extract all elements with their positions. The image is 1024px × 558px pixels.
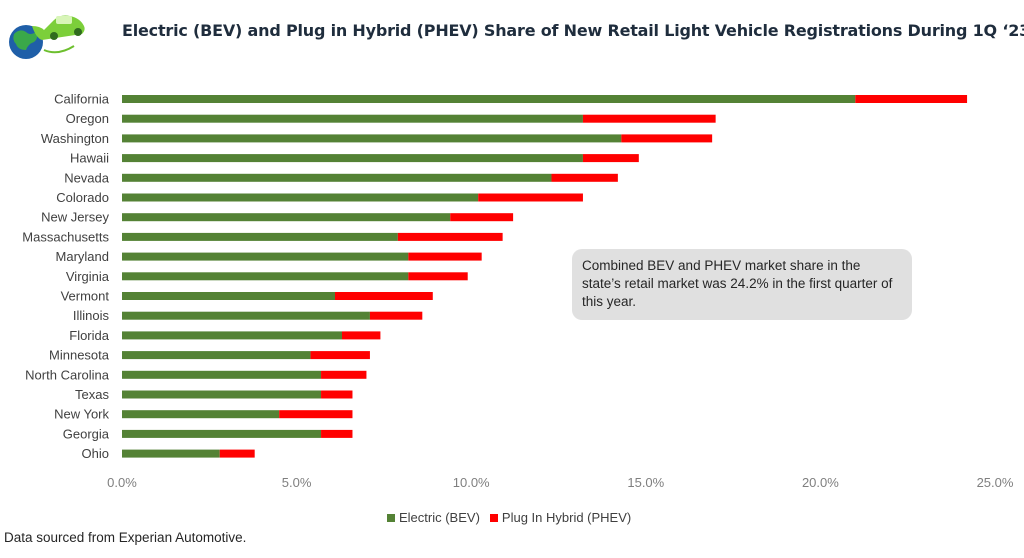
bar-bev [122,331,342,340]
x-tick-label: 5.0% [282,475,312,490]
bar-phev [310,351,370,360]
category-label: Washington [41,131,109,146]
bar-bev [122,252,409,261]
legend-swatch-bev [387,513,395,522]
bar-bev [122,232,398,241]
bar-bev [122,370,322,379]
bar-phev [408,252,482,261]
bar-phev [321,370,367,379]
category-label: Colorado [56,190,109,205]
source-note: Data sourced from Experian Automotive. [4,530,247,545]
bar-bev [122,154,583,163]
bar-bev [122,193,479,202]
bar-phev [321,390,353,399]
category-label: Maryland [56,249,109,264]
bar-phev [855,95,968,103]
category-label: Illinois [73,308,110,323]
x-tick-label: 0.0% [107,475,137,490]
chart-title: Electric (BEV) and Plug in Hybrid (PHEV)… [122,21,1024,40]
category-label: Minnesota [49,348,110,363]
bar-phev [369,311,423,320]
bar-bev [122,213,451,222]
legend-item-phev: Plug In Hybrid (PHEV) [489,510,632,525]
category-label: Georgia [63,426,110,441]
bar-phev [478,193,583,202]
category-label: California [54,92,110,107]
category-label: Vermont [61,289,110,304]
legend-item-bev: Electric (BEV) [387,510,480,525]
bar-phev [335,292,433,300]
category-label: Hawaii [70,151,109,166]
x-tick-label: 20.0% [802,475,839,490]
category-label: Nevada [64,170,110,185]
legend-label-bev: Electric (BEV) [399,510,480,525]
bar-chart: California Oregon Washington Hawaii Nevada Co… [22,92,1014,491]
x-tick-label: 10.0% [453,475,490,490]
bar-phev [582,114,716,123]
bar-phev [397,232,503,241]
electric-car-globe-icon [4,4,90,62]
category-label: New York [54,407,109,422]
bar-phev [341,331,381,340]
x-tick-label: 15.0% [627,475,664,490]
bar-bev [122,390,322,399]
category-label: Florida [69,328,110,343]
callout-note: Combined BEV and PHEV market share in th… [572,249,912,320]
bar-bev [122,114,583,123]
bar-bev [122,311,370,320]
bar-bev [122,292,336,300]
category-label: Massachusetts [22,229,109,244]
bar-phev [321,429,353,438]
bar-phev [582,154,639,163]
bar-phev [450,213,514,222]
category-label: North Carolina [25,367,110,382]
category-label: New Jersey [41,210,109,225]
legend-swatch-phev [489,513,498,522]
bar-bev [122,351,311,360]
bar-phev [279,410,353,419]
bar-phev [551,173,618,182]
bar-bev [122,449,220,458]
bar-bev [122,95,856,103]
category-label: Ohio [82,446,109,461]
bar-bev [122,410,280,419]
bar-bev [122,272,409,281]
bar-phev [408,272,468,281]
legend-label-phev: Plug In Hybrid (PHEV) [501,510,632,525]
category-label: Virginia [66,269,110,284]
bar-bev [122,134,622,143]
category-label: Oregon [66,111,109,126]
bar-bev [122,429,322,438]
x-tick-label: 25.0% [977,475,1014,490]
bar-bev [122,173,552,182]
category-label: Texas [75,387,109,402]
bar-phev [219,449,255,458]
chart-legend: Electric (BEV) Plug In Hybrid (PHEV) [387,510,631,525]
bar-phev [621,134,713,143]
